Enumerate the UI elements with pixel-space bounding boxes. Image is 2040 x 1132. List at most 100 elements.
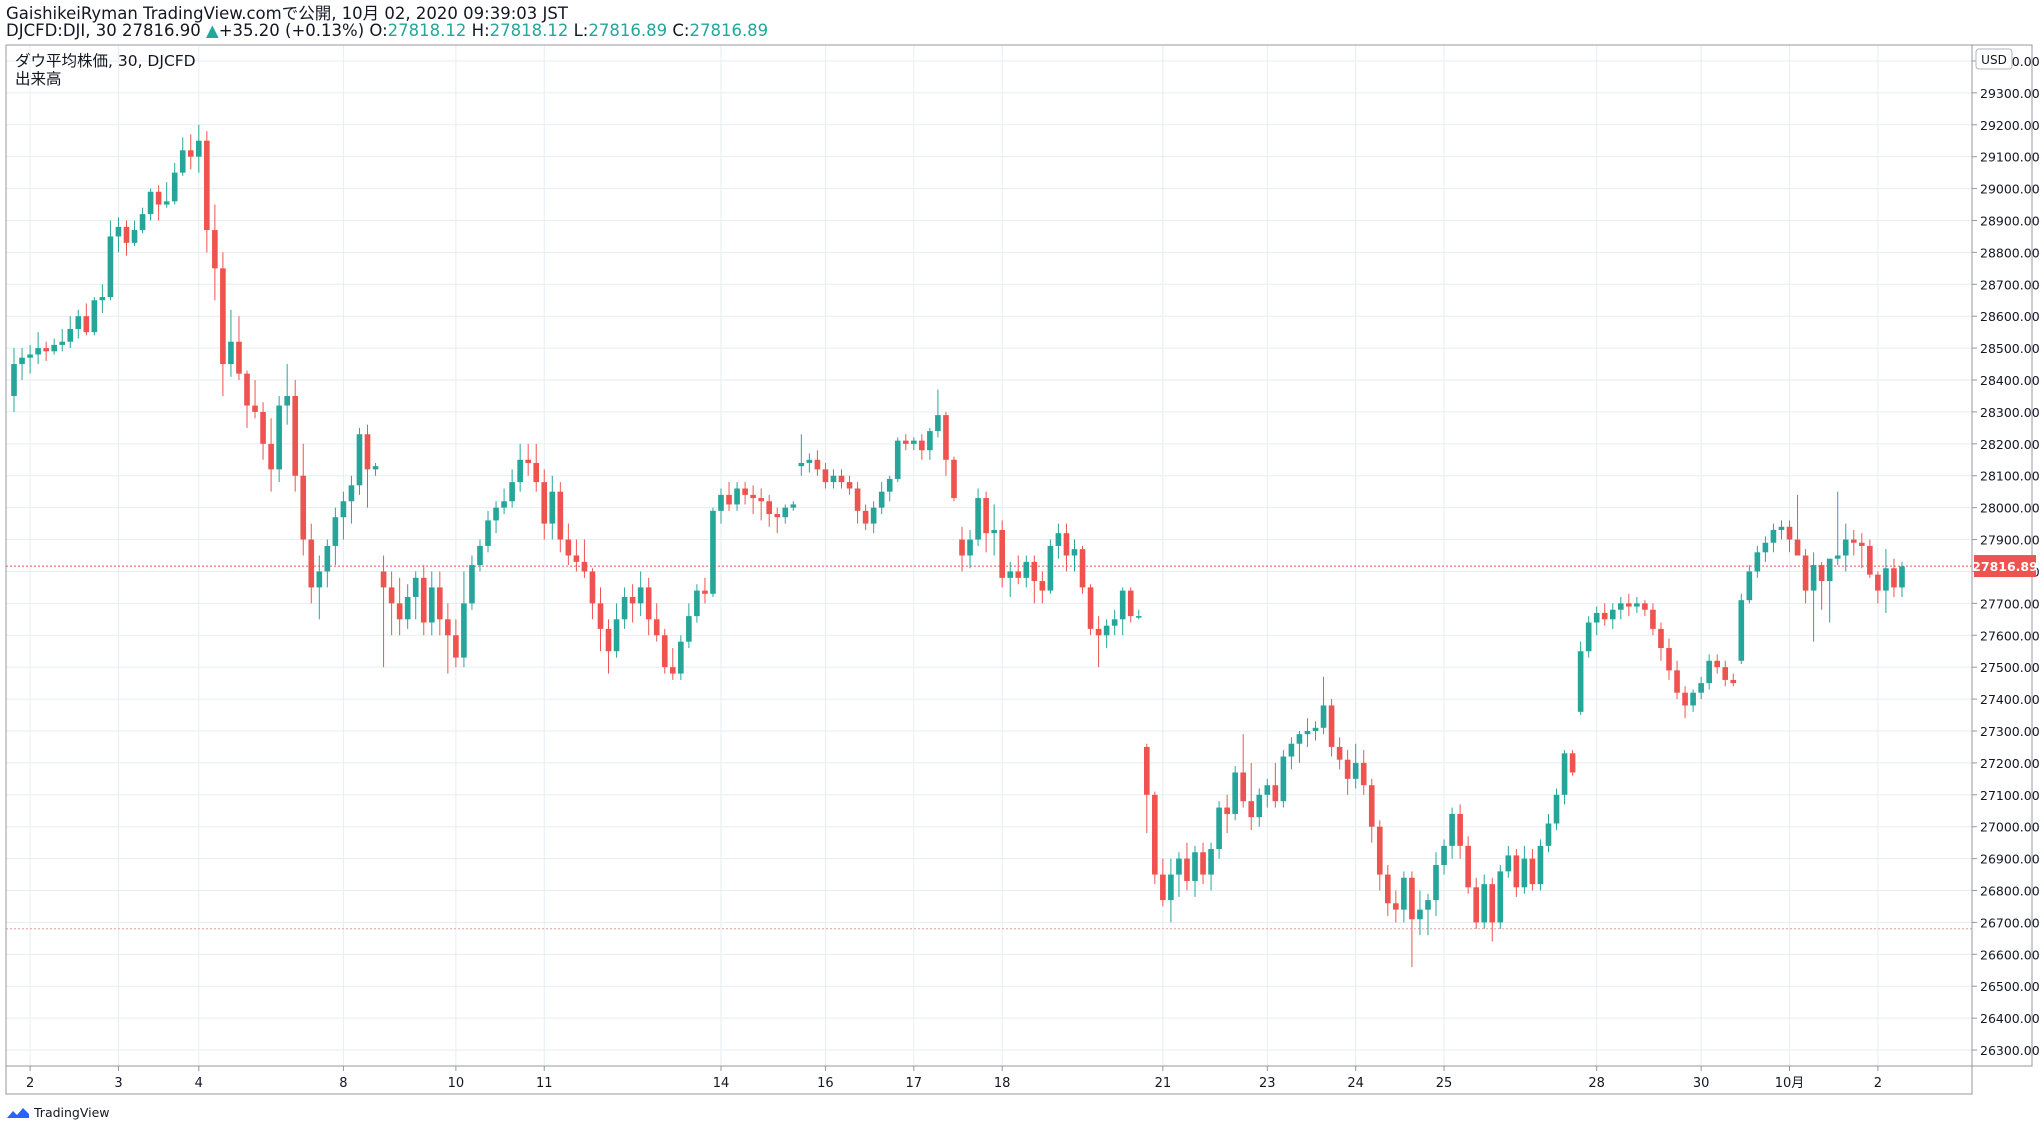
- price-tick-label: 27900.00: [1980, 533, 2040, 548]
- candle-body: [1650, 609, 1656, 629]
- candle-body: [27, 354, 33, 358]
- candle: [308, 523, 315, 604]
- candle: [99, 284, 106, 314]
- candle: [1762, 536, 1769, 562]
- candle-body: [902, 440, 909, 444]
- candle: [734, 482, 740, 511]
- candle-body: [1569, 753, 1576, 773]
- candle-body: [734, 488, 740, 505]
- candle: [1280, 750, 1287, 808]
- candle-body: [1690, 692, 1696, 706]
- candle: [115, 217, 122, 253]
- candle-body: [1232, 772, 1238, 814]
- footer-brand[interactable]: TradingView: [6, 1105, 110, 1120]
- candle: [862, 504, 869, 530]
- candle: [1601, 603, 1608, 626]
- candle: [380, 555, 387, 668]
- candle: [702, 577, 708, 604]
- candle: [1746, 565, 1753, 604]
- candle-body: [678, 641, 684, 674]
- price-tick-label: 29300.00: [1980, 86, 2040, 101]
- candle-body: [1047, 545, 1054, 591]
- candle-body: [99, 297, 106, 301]
- candle: [1192, 845, 1198, 897]
- candle: [854, 482, 861, 524]
- candle: [637, 571, 644, 617]
- time-tick-label: 16: [817, 1076, 834, 1091]
- candle: [718, 488, 724, 524]
- candle-body: [1875, 574, 1881, 591]
- price-tick-label: 28700.00: [1980, 277, 2040, 292]
- time-tick-label: 11: [536, 1076, 553, 1091]
- candle-body: [1240, 772, 1247, 802]
- candle: [613, 603, 620, 658]
- price-tick-label: 27600.00: [1980, 628, 2040, 643]
- time-tick-label: 24: [1347, 1076, 1364, 1091]
- candle-body: [1087, 587, 1094, 629]
- close-label: C:: [672, 21, 690, 40]
- candle: [212, 204, 218, 301]
- candle: [1176, 852, 1182, 897]
- candle-body: [1296, 734, 1303, 744]
- price-tick-label: 29200.00: [1980, 118, 2040, 133]
- candle: [1738, 593, 1745, 664]
- candle-body: [1810, 565, 1817, 591]
- candle: [621, 587, 628, 629]
- candle: [1352, 743, 1359, 789]
- candle: [493, 501, 499, 534]
- candle-body: [1457, 813, 1463, 846]
- price-change: +35.20 (+0.13%): [218, 21, 365, 40]
- candle: [1240, 734, 1247, 808]
- candle: [260, 402, 266, 460]
- candle: [589, 568, 596, 620]
- candle: [1031, 555, 1038, 604]
- candle-body: [284, 395, 290, 406]
- candle: [1585, 616, 1592, 658]
- candle: [501, 488, 507, 515]
- candle: [1135, 609, 1142, 620]
- candle-body: [1328, 705, 1335, 747]
- candle-body: [629, 596, 636, 604]
- price-tick-label: 26600.00: [1980, 947, 2040, 962]
- candle: [1152, 791, 1158, 885]
- candle-body: [525, 459, 531, 463]
- candle: [1642, 600, 1648, 617]
- candle: [1497, 864, 1504, 929]
- candle-body: [11, 364, 17, 396]
- candle-body: [1063, 533, 1070, 556]
- candle: [1706, 654, 1712, 690]
- price-tick-label: 26500.00: [1980, 979, 2040, 994]
- candle-body: [1883, 568, 1889, 591]
- candle: [1674, 660, 1680, 700]
- pane-title[interactable]: ダウ平均株価, 30, DJCFD: [15, 52, 196, 70]
- candle: [1682, 686, 1688, 719]
- candle-body: [694, 590, 700, 617]
- candle: [204, 131, 210, 253]
- candle-body: [107, 236, 114, 298]
- candle-body: [1248, 801, 1255, 818]
- candle: [1385, 864, 1391, 917]
- candle: [1111, 609, 1118, 636]
- time-tick-label: 30: [1693, 1076, 1710, 1091]
- candle: [1063, 523, 1070, 572]
- price-tick-label: 28000.00: [1980, 501, 2040, 516]
- candle: [557, 482, 564, 553]
- candle: [1867, 539, 1873, 578]
- candle-body: [1425, 900, 1431, 910]
- candle: [1401, 871, 1407, 923]
- candle: [1891, 558, 1897, 597]
- candle-body: [1433, 864, 1439, 901]
- candle-body: [75, 316, 82, 329]
- candle: [1593, 606, 1600, 636]
- candle-body: [1160, 874, 1166, 901]
- candle-body: [637, 587, 644, 604]
- candle: [1569, 750, 1576, 776]
- candle-body: [260, 411, 266, 444]
- candle-body: [1103, 625, 1110, 636]
- candle-body: [854, 488, 861, 511]
- candle-body: [252, 405, 258, 412]
- chart-grid: [6, 45, 1972, 1066]
- candle-body: [380, 571, 387, 588]
- symbol-label[interactable]: DJCFD:DJI, 30: [6, 21, 117, 40]
